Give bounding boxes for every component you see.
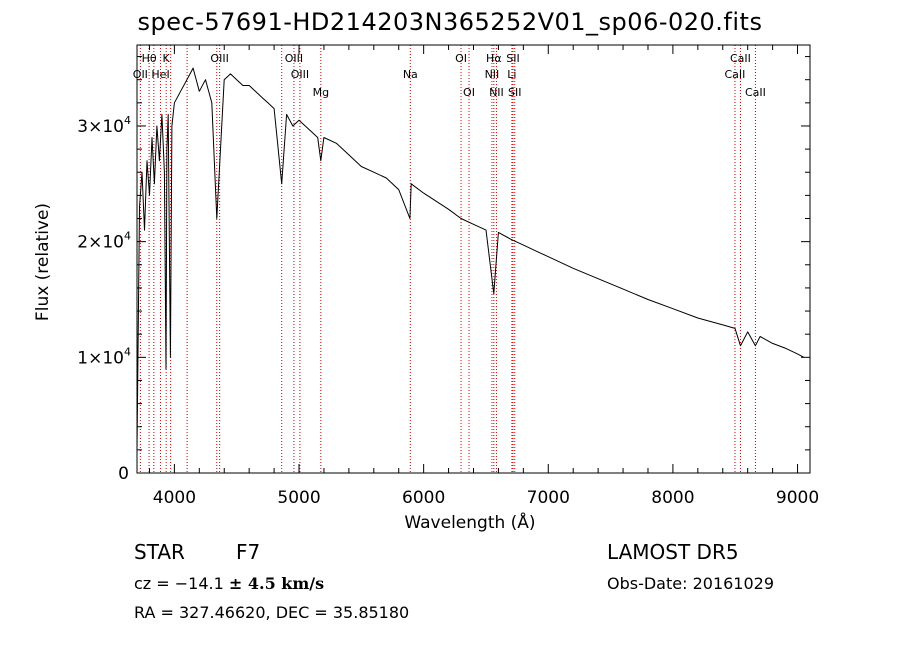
obs-date: Obs-Date: 20161029 xyxy=(607,574,775,593)
y-tick-label: 2×104 xyxy=(77,230,131,253)
x-axis-label: Wavelength (Å) xyxy=(404,511,535,533)
y-axis-label: Flux (relative) xyxy=(33,203,53,321)
line-marker-label: NII xyxy=(485,68,500,81)
line-marker-label: HeI xyxy=(151,68,169,81)
plot-frame xyxy=(136,44,811,474)
survey-label: LAMOST DR5 xyxy=(607,540,739,564)
x-tick-label: 8000 xyxy=(651,488,694,508)
y-tick-label: 1×104 xyxy=(77,345,131,368)
spectrum-line xyxy=(136,67,805,450)
coordinates: RA = 327.46620, DEC = 35.85180 xyxy=(134,603,410,622)
y-tick-label: 0 xyxy=(118,464,129,484)
subclass-label: F7 xyxy=(236,540,261,564)
line-marker-layer xyxy=(139,45,756,473)
line-marker-label: Mg xyxy=(313,86,329,99)
axis-tick-layer: 4000 5000 6000 7000 8000 9000 0 1×104 2×104 3×104 xyxy=(77,45,819,508)
line-marker-label: Na xyxy=(403,68,418,81)
line-marker-label: SII xyxy=(506,52,519,65)
line-marker-label: CaII xyxy=(745,86,766,99)
line-marker-label: Li xyxy=(507,68,516,81)
line-marker-label: Hα xyxy=(486,52,502,65)
x-tick-label: 4000 xyxy=(153,488,196,508)
chart-title: spec-57691-HD214203N365252V01_sp06-020.f… xyxy=(137,8,763,36)
line-marker-label: SII xyxy=(508,86,521,99)
redshift-value: cz = −14.1 xyxy=(134,574,229,593)
line-marker-label: CaII xyxy=(725,68,746,81)
line-label-layer: Hθ K OII HeI OIII OIII OIII Mg Na OI OI Hα NII NII SII… xyxy=(133,52,766,99)
x-tick-label: 5000 xyxy=(277,488,320,508)
x-tick-label: 9000 xyxy=(776,488,819,508)
line-marker-label: Hθ xyxy=(142,52,157,65)
line-marker-label: OI xyxy=(463,86,475,99)
line-marker-label: OIII xyxy=(210,52,228,65)
line-marker-label: OII xyxy=(133,68,148,81)
y-tick-label: 3×104 xyxy=(77,114,131,137)
class-label: STAR xyxy=(134,540,185,564)
line-marker-label: OIII xyxy=(291,68,309,81)
line-marker-label: CaII xyxy=(730,52,751,65)
x-tick-label: 6000 xyxy=(402,488,445,508)
line-marker-label: OIII xyxy=(285,52,303,65)
redshift-error: ± 4.5 km/s xyxy=(228,574,325,593)
x-tick-label: 7000 xyxy=(527,488,570,508)
line-marker-label: NII xyxy=(489,86,504,99)
line-marker-label: OI xyxy=(455,52,467,65)
redshift-row: cz = −14.1 ± 4.5 km/s xyxy=(134,574,324,593)
line-marker-label: K xyxy=(163,52,171,65)
